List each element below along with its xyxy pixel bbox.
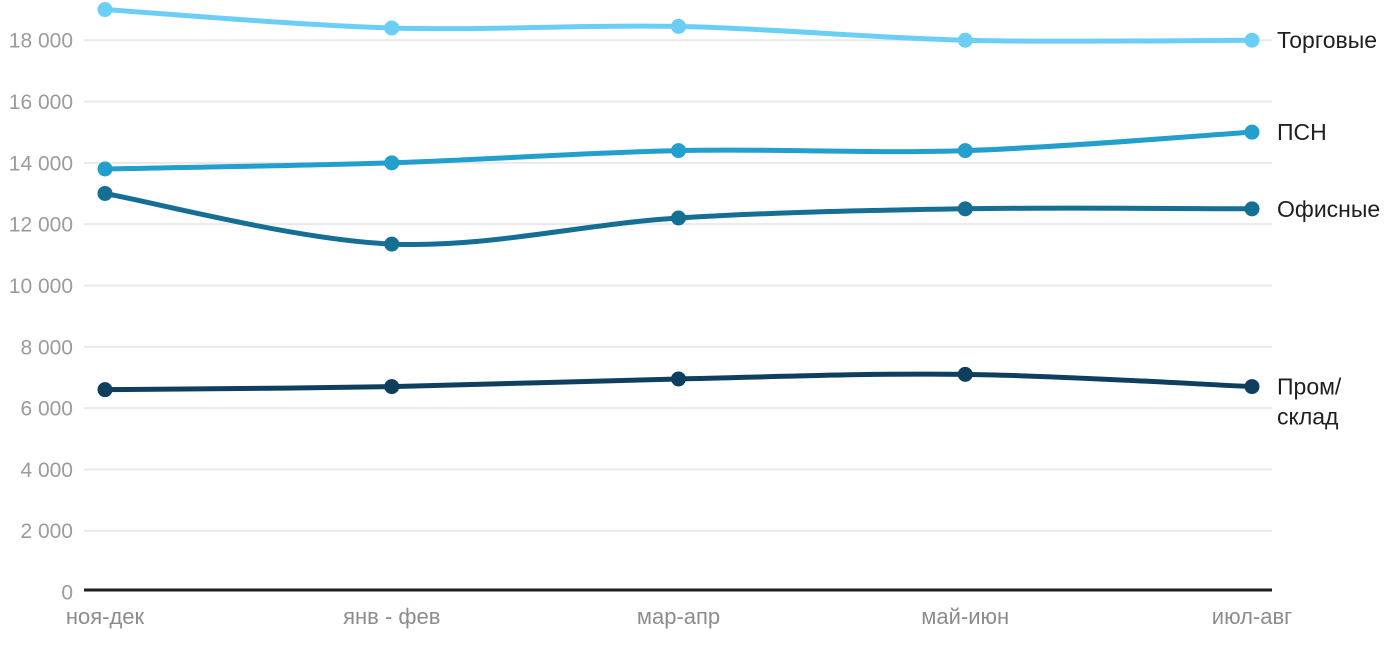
y-tick-label: 14 000 [9,152,73,175]
series-point-psn [384,155,400,171]
series-point-ofisnye [957,201,973,217]
series-point-torgovye [1244,32,1260,48]
series-point-ofisnye [384,236,400,252]
y-tick-label: 16 000 [9,91,73,114]
y-tick-label: 0 [61,582,73,605]
series-prom-sklad: Пром/склад [97,366,1342,430]
series-point-prom-sklad [384,379,400,395]
series-point-ofisnye [1244,201,1260,217]
series-point-prom-sklad [957,366,973,382]
series-torgovye: Торговые [97,2,1377,53]
series-point-psn [1244,124,1260,140]
x-tick-label: май-июн [921,604,1009,629]
series-label-line: склад [1277,404,1339,430]
series-label-prom-sklad: Пром/склад [1277,374,1342,430]
x-tick-label: ноя-дек [66,604,145,629]
series-label-line: Офисные [1277,196,1380,222]
series-label-line: Торговые [1277,27,1377,53]
y-tick-label: 4 000 [20,459,73,482]
series-point-prom-sklad [671,371,686,387]
series-ofisnye: Офисные [97,185,1380,252]
series-label-line: ПСН [1277,119,1327,145]
x-tick-label: мар-апр [637,604,720,629]
y-tick-label: 18 000 [9,30,73,53]
x-tick-label: янв - фев [343,604,440,629]
series-point-psn [97,161,113,177]
x-tick-label: июл-авг [1212,604,1292,629]
y-axis-labels: 0 2 000 4 000 6 000 8 000 10 000 12 000 14 000 1… [9,30,73,605]
series-label-line: Пром/ [1277,374,1342,400]
y-tick-label: 10 000 [9,275,73,298]
series-point-psn [957,143,973,159]
series-point-prom-sklad [97,382,113,398]
x-axis-labels: ноя-дек янв - фев мар-апр май-июн июл-авг [66,604,1292,629]
y-gridlines [84,39,1272,532]
y-tick-label: 12 000 [9,214,73,237]
series-point-prom-sklad [1244,379,1260,395]
series-psn: ПСН [97,119,1327,177]
series-point-torgovye [97,2,113,18]
series-label-torgovye: Торговые [1277,27,1377,53]
series-point-ofisnye [97,185,113,201]
y-tick-label: 2 000 [20,520,73,543]
series-point-psn [671,143,686,159]
series-point-torgovye [671,18,686,34]
y-tick-label: 6 000 [20,398,73,421]
series-label-ofisnye: Офисные [1277,196,1380,222]
series-label-psn: ПСН [1277,119,1327,145]
series-point-ofisnye [671,210,686,226]
series-point-torgovye [957,32,973,48]
y-tick-label: 8 000 [20,336,73,359]
series-point-torgovye [384,20,400,36]
